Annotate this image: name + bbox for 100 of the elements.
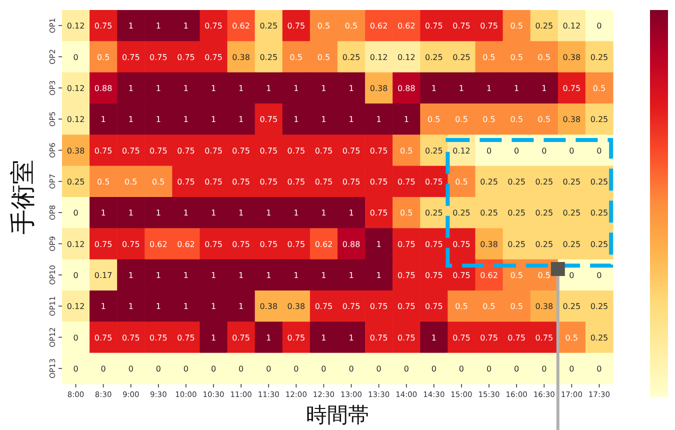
data-label: 0.75 bbox=[204, 52, 222, 62]
data-label: 0.75 bbox=[150, 146, 168, 156]
data-label: 0.75 bbox=[204, 22, 222, 31]
data-label: 0.25 bbox=[590, 52, 608, 62]
data-label: 0.25 bbox=[480, 177, 498, 186]
data-label: 0 bbox=[514, 364, 520, 374]
data-label: 1 bbox=[100, 302, 106, 312]
data-label: 0.75 bbox=[425, 270, 443, 280]
data-label: 0.5 bbox=[510, 115, 523, 124]
data-label: 0.5 bbox=[96, 177, 110, 186]
data-label: 1 bbox=[183, 302, 189, 312]
data-label: 0.75 bbox=[94, 333, 112, 342]
data-label: 1 bbox=[210, 333, 216, 342]
data-label: 1 bbox=[183, 84, 189, 93]
data-label: 0.25 bbox=[66, 177, 85, 186]
data-label: 1 bbox=[321, 208, 326, 218]
data-label: 0.12 bbox=[370, 52, 388, 62]
data-label: 0.75 bbox=[287, 177, 306, 186]
data-label: 0.5 bbox=[482, 52, 496, 62]
data-label: 0.75 bbox=[122, 52, 140, 62]
data-label: 0.75 bbox=[232, 146, 250, 156]
data-label: 1 bbox=[404, 115, 409, 124]
data-label: 0 bbox=[210, 364, 216, 374]
data-label: 1 bbox=[156, 22, 161, 31]
data-label: 1 bbox=[128, 208, 134, 218]
data-label: 0.25 bbox=[425, 52, 443, 62]
data-label: 0.38 bbox=[535, 302, 554, 312]
data-label: 0.75 bbox=[260, 240, 278, 249]
data-label: 1 bbox=[156, 84, 161, 93]
data-label: 0.75 bbox=[342, 146, 360, 156]
data-label: 0.75 bbox=[122, 240, 140, 249]
data-label: 0.12 bbox=[562, 22, 581, 31]
data-label: 0.5 bbox=[455, 115, 468, 124]
data-label: 0 bbox=[156, 364, 161, 374]
data-label: 0.5 bbox=[455, 302, 468, 312]
data-label: 0 bbox=[73, 208, 78, 218]
data-label: 0.5 bbox=[482, 302, 496, 312]
data-label: 0.88 bbox=[94, 84, 112, 93]
data-label: 0 bbox=[73, 52, 78, 62]
data-label: 0.25 bbox=[562, 208, 581, 218]
data-label: 0.25 bbox=[535, 240, 554, 249]
data-label: 0.75 bbox=[287, 146, 306, 156]
data-label: 0.38 bbox=[232, 52, 250, 62]
data-label: 0.25 bbox=[590, 240, 608, 249]
data-label: 1 bbox=[266, 270, 272, 280]
data-label: 1 bbox=[321, 270, 326, 280]
data-label: 0.12 bbox=[66, 240, 85, 249]
data-label: 0 bbox=[183, 364, 189, 374]
data-label: 1 bbox=[542, 84, 547, 93]
data-label: 0.12 bbox=[66, 84, 85, 93]
data-label: 1 bbox=[321, 333, 326, 342]
data-label: 0.25 bbox=[535, 208, 554, 218]
data-label: 1 bbox=[514, 84, 520, 93]
data-label: 0.75 bbox=[94, 22, 112, 31]
data-label: 0.25 bbox=[452, 52, 470, 62]
data-label: 1 bbox=[183, 22, 189, 31]
data-label: 0.38 bbox=[480, 240, 498, 249]
data-label: 0.75 bbox=[480, 333, 498, 342]
data-label: 0.25 bbox=[425, 208, 443, 218]
data-label: 0.75 bbox=[397, 270, 416, 280]
data-label: 1 bbox=[431, 333, 436, 342]
data-label: 0.75 bbox=[535, 333, 554, 342]
data-label: 0.25 bbox=[590, 115, 608, 124]
data-label: 1 bbox=[128, 22, 134, 31]
data-label: 0.12 bbox=[397, 52, 416, 62]
data-label: 0.62 bbox=[397, 22, 416, 31]
data-label: 0.75 bbox=[314, 302, 333, 312]
data-label: 0 bbox=[486, 364, 492, 374]
data-label: 1 bbox=[128, 302, 134, 312]
data-label: 0 bbox=[73, 333, 78, 342]
data-label: 0 bbox=[431, 364, 436, 374]
data-label: 0 bbox=[596, 146, 602, 156]
data-label: 0.75 bbox=[287, 240, 306, 249]
data-label: 1 bbox=[156, 115, 161, 124]
data-label: 0.75 bbox=[562, 84, 581, 93]
data-label: 0.25 bbox=[425, 146, 443, 156]
data-label: 1 bbox=[376, 270, 382, 280]
data-label: 0 bbox=[376, 364, 382, 374]
data-label: 0.75 bbox=[314, 146, 333, 156]
data-label: 0.75 bbox=[480, 22, 498, 31]
data-label: 0.75 bbox=[122, 333, 140, 342]
data-label: 1 bbox=[348, 208, 354, 218]
data-label: 0.17 bbox=[94, 270, 112, 280]
data-label: 1 bbox=[210, 84, 216, 93]
data-label: 0.25 bbox=[508, 240, 526, 249]
data-label: 0.75 bbox=[508, 333, 526, 342]
data-label: 0.12 bbox=[452, 146, 470, 156]
data-label: 0.75 bbox=[370, 208, 388, 218]
data-label: 0.5 bbox=[538, 270, 550, 280]
x-axis-title: 時間帯 bbox=[306, 403, 369, 427]
data-label: 0 bbox=[458, 364, 464, 374]
data-label: 0.62 bbox=[314, 240, 333, 249]
data-label: 0.75 bbox=[425, 177, 443, 186]
data-label: 0.5 bbox=[344, 22, 358, 31]
data-label: 0.75 bbox=[370, 146, 388, 156]
data-label: 1 bbox=[128, 115, 134, 124]
data-label: 0.75 bbox=[204, 177, 222, 186]
data-label: 1 bbox=[458, 84, 464, 93]
data-label: 1 bbox=[183, 270, 189, 280]
data-label: 0.75 bbox=[425, 302, 443, 312]
